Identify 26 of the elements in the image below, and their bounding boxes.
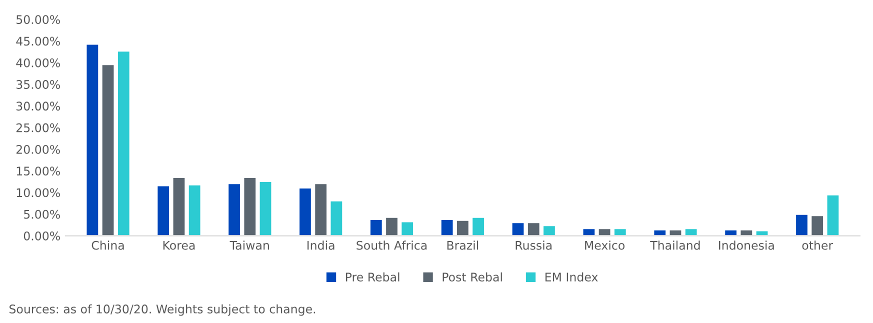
y-tick-label: 40.00% — [16, 58, 60, 68]
y-tick-label: 50.00% — [16, 15, 60, 24]
y-tick-label: 5.00% — [24, 210, 60, 219]
x-tick-label: Taiwan — [230, 240, 269, 250]
x-tick-label: Thailand — [650, 240, 700, 250]
y-tick-label: 20.00% — [16, 144, 60, 154]
y-tick-label: 45.00% — [16, 36, 60, 46]
x-tick-label: Indonesia — [719, 240, 774, 250]
source-note: Sources: as of 10/30/20. Weights subject to change. — [10, 304, 316, 316]
x-tick-label: India — [308, 240, 334, 250]
y-tick-label: 0.00% — [24, 232, 60, 240]
y-tick-label: 15.00% — [16, 166, 60, 176]
x-tick-label: Korea — [163, 241, 195, 250]
x-tick-label: other — [802, 240, 834, 250]
y-tick-label: 25.00% — [16, 123, 60, 132]
x-tick-label: Brazil — [447, 240, 478, 250]
x-tick-label: China — [92, 240, 124, 250]
y-tick-label: 10.00% — [16, 188, 60, 198]
x-tick-label: Mexico — [585, 240, 625, 250]
y-tick-label: 30.00% — [16, 102, 60, 111]
legend-label: Pre Rebal — [346, 272, 400, 282]
y-tick-label: 35.00% — [16, 80, 60, 89]
x-tick-label: Russia — [516, 240, 552, 250]
legend-label: EM Index — [545, 272, 598, 282]
legend-label: Post Rebal — [442, 272, 502, 282]
x-tick-label: South Africa — [356, 240, 427, 250]
